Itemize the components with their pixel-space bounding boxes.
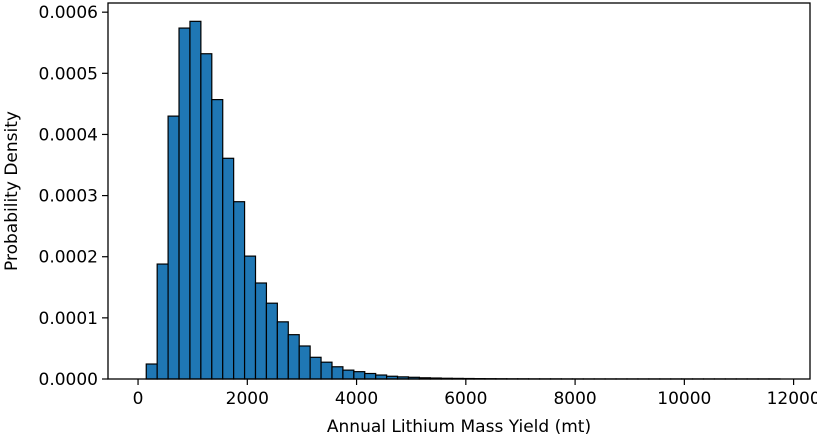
histogram-bar (178, 27, 191, 380)
plot-area-frame (107, 2, 811, 380)
x-tick-label: 8000 (553, 389, 596, 409)
histogram-bar (287, 334, 300, 380)
y-tick-label: 0.0001 (39, 309, 98, 329)
y-tick-label: 0.0006 (39, 3, 98, 23)
x-axis-ticks: 0 2000 4000 6000 8000 10000 12000 (133, 379, 817, 409)
y-axis-ticks: 0.0000 0.0001 0.0002 0.0003 0.0004 0.0005 0.00… (39, 3, 108, 390)
histogram-bar (167, 115, 180, 380)
histogram-bar (200, 53, 213, 380)
y-tick-label: 0.0003 (39, 187, 98, 207)
x-axis-label: Annual Lithium Mass Yield (mt) (327, 417, 591, 437)
y-tick-label: 0.0000 (39, 370, 98, 390)
x-tick-label: 4000 (335, 389, 378, 409)
histogram-bar (211, 98, 224, 380)
y-tick-label: 0.0005 (39, 64, 98, 84)
bars-group (145, 20, 781, 380)
histogram-bar (309, 356, 322, 380)
histogram-bar (189, 20, 202, 380)
y-tick-label: 0.0002 (39, 248, 98, 268)
x-tick-label: 10000 (657, 389, 711, 409)
histogram-bar (298, 345, 311, 380)
histogram-bar (265, 302, 278, 380)
histogram-bar (145, 363, 158, 380)
histogram-bar (156, 263, 169, 380)
y-axis-label: Probability Density (2, 111, 22, 271)
y-tick-label: 0.0004 (39, 125, 98, 145)
x-tick-label: 6000 (444, 389, 487, 409)
histogram-bar (233, 201, 246, 380)
histogram-bar (222, 157, 235, 380)
x-tick-label: 2000 (226, 389, 269, 409)
histogram-bar (243, 255, 257, 380)
x-tick-label: 12000 (767, 389, 817, 409)
histogram-bar (320, 361, 333, 380)
histogram-bar (353, 371, 366, 380)
histogram-bar (364, 372, 377, 380)
x-tick-label: 0 (133, 389, 144, 409)
histogram-bar (276, 321, 289, 380)
histogram-bar (342, 369, 355, 380)
histogram-bar (331, 366, 344, 380)
histogram-bar (254, 282, 268, 380)
